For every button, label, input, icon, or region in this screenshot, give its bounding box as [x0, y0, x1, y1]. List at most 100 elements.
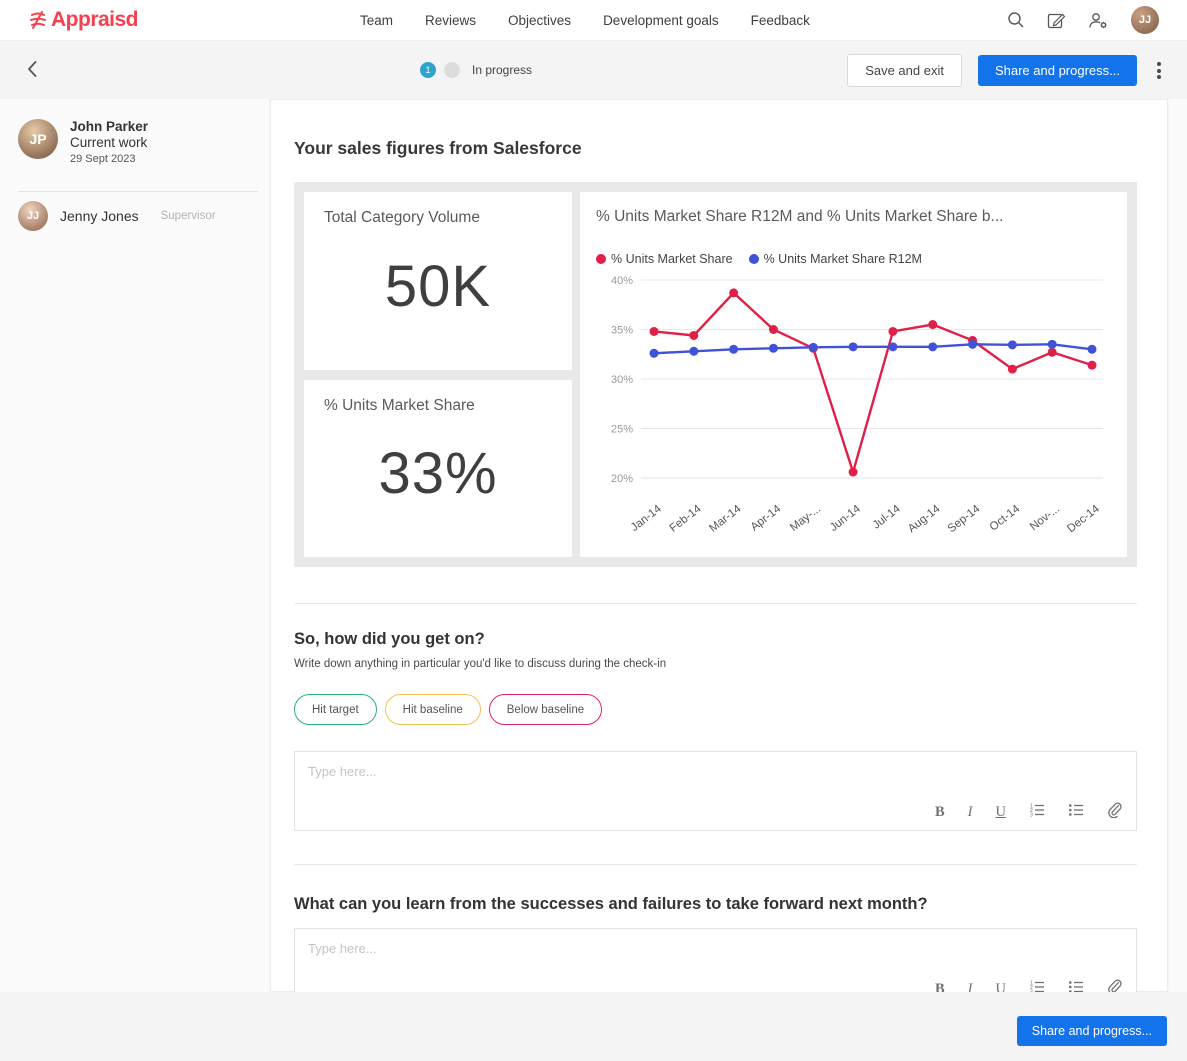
kpi-label: % Units Market Share	[324, 396, 475, 414]
svg-text:Jul-14: Jul-14	[871, 503, 904, 532]
kpi-label: Total Category Volume	[324, 209, 480, 226]
svg-text:1: 1	[1030, 803, 1033, 809]
attachment-icon[interactable]	[1107, 802, 1122, 822]
svg-text:1: 1	[1030, 980, 1033, 986]
question-1-title: So, how did you get on?	[294, 630, 485, 648]
legend-dot-blue	[748, 254, 759, 264]
svg-text:Oct-14: Oct-14	[988, 503, 1023, 534]
progress-steps: 1 In progress	[420, 62, 532, 78]
nav-item-feedback[interactable]: Feedback	[750, 12, 810, 28]
more-options-icon[interactable]	[1153, 58, 1165, 83]
supervisor-role: Supervisor	[160, 210, 216, 222]
compose-icon[interactable]	[1047, 11, 1066, 30]
sidebar: JP John Parker Current work 29 Sept 2023…	[0, 99, 270, 992]
tag-hit-baseline[interactable]: Hit baseline	[384, 694, 481, 725]
svg-text:2: 2	[1030, 985, 1033, 991]
search-icon[interactable]	[1007, 11, 1025, 29]
legend-label: % Units Market Share R12M	[763, 252, 922, 266]
step-2-dot[interactable]	[444, 62, 460, 78]
tag-hit-target[interactable]: Hit target	[294, 694, 377, 725]
italic-icon[interactable]: I	[967, 804, 973, 820]
legend-item: % Units Market Share	[596, 252, 733, 266]
review-toolbar: 1 In progress Save and exit Share and pr…	[0, 41, 1187, 99]
save-and-exit-button[interactable]: Save and exit	[847, 54, 962, 87]
review-form-panel: Your sales figures from Salesforce Total…	[270, 99, 1168, 1008]
svg-text:Jan-14: Jan-14	[629, 503, 665, 534]
answer-2-placeholder: Type here...	[308, 941, 377, 956]
svg-text:35%: 35%	[611, 325, 633, 337]
sidebar-divider	[18, 191, 258, 192]
kpi-value: 33%	[378, 441, 498, 507]
svg-text:40%: 40%	[611, 275, 633, 287]
section-divider	[294, 864, 1137, 865]
salesforce-dashboard: Total Category Volume 50K % Units Market…	[294, 182, 1137, 567]
nav-item-team[interactable]: Team	[360, 12, 394, 28]
appraisd-logo-icon	[30, 11, 46, 29]
legend-label: % Units Market Share	[611, 252, 733, 266]
toolbar-actions: Save and exit Share and progress...	[847, 54, 1165, 87]
review-subject: JP John Parker Current work 29 Sept 2023	[18, 119, 148, 167]
back-chevron-icon[interactable]	[22, 58, 46, 82]
svg-text:Feb-14: Feb-14	[668, 503, 705, 535]
brand-name: Appraisd	[51, 8, 139, 31]
svg-text:Nov-...: Nov-...	[1028, 503, 1062, 533]
review-type: Current work	[70, 135, 148, 150]
top-icons: JJ	[1007, 0, 1159, 40]
top-navigation: Appraisd Team Reviews Objectives Develop…	[0, 0, 1187, 41]
tag-below-baseline[interactable]: Below baseline	[488, 694, 603, 725]
bold-icon[interactable]: B	[935, 981, 945, 997]
appraisd-logo[interactable]: Appraisd	[27, 8, 139, 32]
underline-icon[interactable]: U	[995, 804, 1006, 820]
svg-text:25%: 25%	[611, 424, 633, 436]
john-parker-avatar: JP	[18, 119, 58, 159]
footer-share-and-progress-button[interactable]: Share and progress...	[1016, 1016, 1167, 1046]
legend-dot-red	[596, 254, 606, 264]
nav-item-reviews[interactable]: Reviews	[425, 12, 477, 28]
subject-name: John Parker	[70, 119, 149, 134]
status-label: In progress	[472, 63, 533, 77]
svg-text:30%: 30%	[611, 374, 633, 386]
share-and-progress-button[interactable]: Share and progress...	[977, 55, 1137, 86]
nav-item-objectives[interactable]: Objectives	[508, 12, 572, 28]
svg-text:Mar-14: Mar-14	[707, 503, 744, 535]
line-chart: 20% 25% 30% 35% 40% Jan-14 Feb-14 Mar-14 Apr-14 M…	[596, 270, 1111, 547]
kpi-card-total-volume: Total Category Volume 50K	[304, 192, 572, 370]
jenny-jones-avatar: JJ	[18, 201, 48, 231]
svg-text:Sep-14: Sep-14	[946, 503, 983, 536]
svg-text:Apr-14: Apr-14	[749, 503, 784, 534]
kpi-value: 50K	[384, 253, 492, 319]
answer-1-placeholder: Type here...	[308, 764, 377, 779]
svg-text:Dec-14: Dec-14	[1065, 503, 1102, 536]
section-title: Your sales figures from Salesforce	[294, 138, 582, 158]
svg-text:Jun-14: Jun-14	[828, 503, 864, 534]
review-date: 29 Sept 2023	[70, 153, 136, 165]
chart-title: % Units Market Share R12M and % Units Ma…	[596, 208, 1004, 225]
svg-text:Aug-14: Aug-14	[906, 503, 943, 536]
svg-text:3: 3	[1030, 812, 1033, 817]
svg-text:20%: 20%	[611, 473, 633, 485]
chart-legend: % Units Market Share % Units Market Shar…	[596, 252, 1111, 266]
supervisor-name: Jenny Jones	[60, 208, 139, 224]
step-1-dot[interactable]: 1	[420, 62, 436, 78]
question-1-subtitle: Write down anything in particular you'd …	[294, 658, 667, 670]
unordered-list-icon[interactable]	[1068, 803, 1084, 821]
svg-text:May-...: May-...	[788, 503, 823, 534]
question-2-title: What can you learn from the successes an…	[294, 895, 928, 913]
rating-tags: Hit target Hit baseline Below baseline	[294, 694, 1137, 725]
footer-bar: Share and progress...	[0, 992, 1187, 1061]
section-divider	[294, 603, 1137, 604]
main-nav: Team Reviews Objectives Development goal…	[360, 0, 810, 40]
market-share-chart-card: % Units Market Share R12M and % Units Ma…	[580, 192, 1127, 557]
user-settings-icon[interactable]	[1088, 11, 1109, 30]
profile-avatar[interactable]: JJ	[1131, 6, 1159, 34]
kpi-card-market-share: % Units Market Share 33%	[304, 379, 572, 557]
bold-icon[interactable]: B	[935, 804, 945, 820]
italic-icon[interactable]: I	[967, 981, 973, 997]
underline-icon[interactable]: U	[995, 981, 1006, 997]
legend-item: % Units Market Share R12M	[748, 252, 922, 266]
nav-item-development-goals[interactable]: Development goals	[603, 12, 719, 28]
